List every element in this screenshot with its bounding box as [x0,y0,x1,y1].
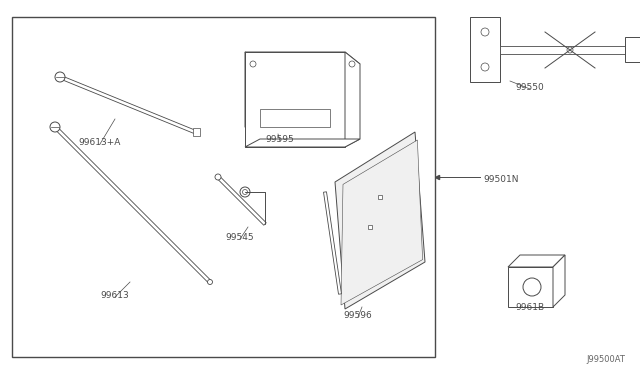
Polygon shape [553,255,565,307]
Polygon shape [245,52,360,64]
Bar [12,17,435,357]
Text: 99545: 99545 [226,233,254,242]
Polygon shape [323,192,342,294]
Bar [625,37,640,62]
Polygon shape [335,132,425,309]
Polygon shape [54,126,211,283]
Polygon shape [508,255,565,267]
Polygon shape [245,52,345,147]
Bar [260,109,330,127]
Circle shape [215,174,221,180]
Circle shape [250,61,256,67]
Polygon shape [345,52,360,147]
Polygon shape [500,46,635,54]
Text: 99613: 99613 [100,291,129,300]
Circle shape [567,47,573,53]
Circle shape [349,61,355,67]
Text: 99613+A: 99613+A [79,138,121,147]
Bar [470,17,500,82]
Circle shape [50,122,60,132]
Text: 99501N: 99501N [483,174,518,183]
Polygon shape [245,139,360,147]
Bar [508,267,553,307]
Circle shape [481,63,489,71]
Circle shape [240,187,250,197]
Circle shape [523,278,541,296]
Polygon shape [341,140,422,305]
Polygon shape [60,76,196,134]
Circle shape [243,189,248,195]
Text: 9961B: 9961B [515,303,545,312]
Circle shape [207,279,212,285]
Text: 99596: 99596 [344,311,372,320]
Text: J99500AT: J99500AT [586,355,625,364]
Polygon shape [245,52,260,139]
Circle shape [481,28,489,36]
Bar [193,128,200,136]
Circle shape [55,72,65,82]
Polygon shape [217,176,266,225]
Text: 99550: 99550 [516,83,545,92]
Text: 99595: 99595 [266,135,294,144]
